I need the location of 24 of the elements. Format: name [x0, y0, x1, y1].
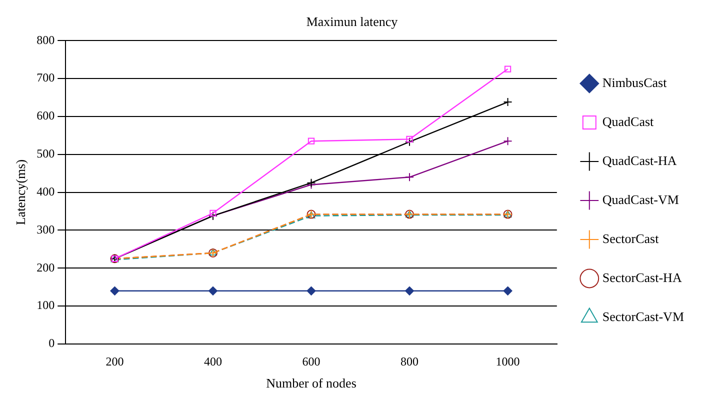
- legend-label: SectorCast-VM: [602, 308, 684, 324]
- y-tick-label: 500: [36, 146, 55, 161]
- y-tick-label: 700: [36, 70, 55, 85]
- x-axis-title: Number of nodes: [266, 376, 356, 391]
- chart-title: Maximun latency: [306, 14, 398, 30]
- legend-label: NimbusCast: [602, 74, 668, 90]
- y-tick-label: 300: [36, 222, 55, 236]
- y-tick-label: 400: [36, 184, 55, 198]
- y-axis-title: Latency(ms): [13, 159, 28, 226]
- legend-label: SectorCast-HA: [602, 270, 682, 285]
- y-tick-label: 0: [48, 336, 55, 350]
- legend-label: QuadCast-VM: [602, 192, 680, 207]
- x-tick-label: 600: [302, 354, 320, 368]
- legend-label: QuadCast: [602, 114, 654, 129]
- y-tick-label: 600: [36, 108, 55, 123]
- y-tick-label: 100: [36, 298, 55, 312]
- legend-label: QuadCast-HA: [602, 152, 678, 168]
- x-tick-label: 200: [106, 354, 124, 368]
- y-tick-label: 800: [36, 32, 55, 47]
- x-tick-label: 800: [400, 354, 419, 368]
- x-tick-label: 1000: [496, 354, 520, 368]
- legend-label: SectorCast: [602, 230, 660, 246]
- y-tick-label: 200: [36, 260, 55, 274]
- x-tick-label: 400: [204, 354, 222, 368]
